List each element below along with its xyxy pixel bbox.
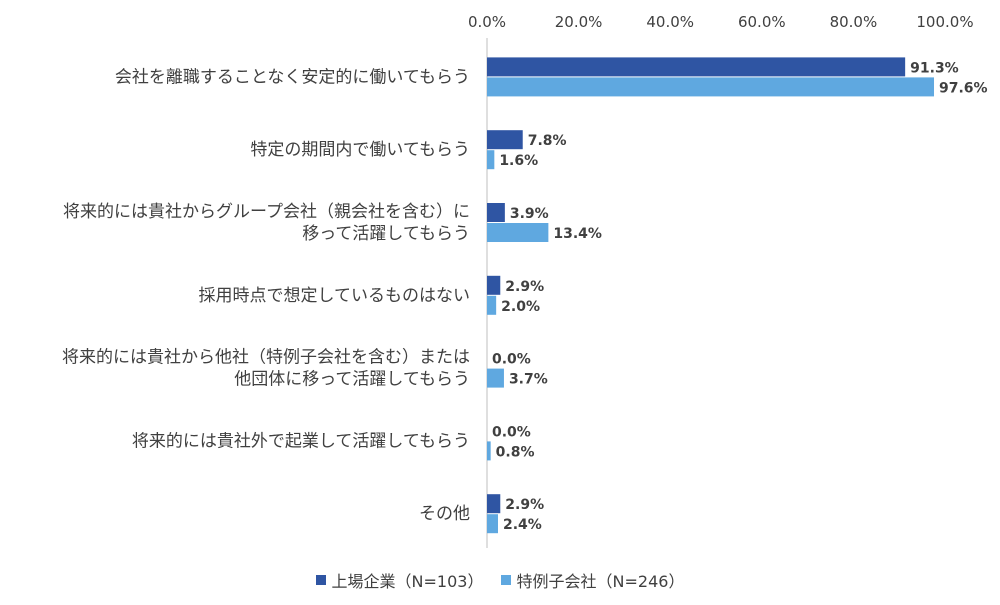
category-label: 会社を離職することなく安定的に働いてもらう xyxy=(115,67,470,87)
bar-special xyxy=(487,77,935,97)
legend-swatch-listed xyxy=(315,575,326,585)
bar-chart: 0.0% 20.0% 40.0% 60.0% 80.0% 100.0% 会社を離職することな… xyxy=(62,13,988,548)
bar-special xyxy=(487,223,549,242)
bar-listed xyxy=(487,275,501,295)
legend-item-special: 特例子会社（N=246） xyxy=(500,568,685,592)
legend: 上場企業（N=103） 特例子会社（N=246） xyxy=(0,568,1000,592)
x-tick-label: 80.0% xyxy=(830,13,878,31)
bar-listed xyxy=(487,57,906,77)
category-label: 他団体に移って活躍してもらう xyxy=(234,370,470,390)
legend-label-listed: 上場企業（N=103） xyxy=(331,572,484,591)
bar-special xyxy=(487,368,504,388)
bar-listed xyxy=(487,203,505,222)
data-label-special: 0.8% xyxy=(496,444,535,460)
data-label-listed: 7.8% xyxy=(528,133,567,149)
data-label-special: 3.7% xyxy=(509,372,548,388)
category-label: 特定の期間内で働いてもらう xyxy=(250,140,470,160)
data-label-listed: 0.0% xyxy=(492,424,531,440)
bar-listed xyxy=(487,494,501,514)
bar-special xyxy=(487,514,498,534)
legend-item-listed: 上場企業（N=103） xyxy=(315,568,484,592)
category-label: 将来的には貴社からグループ会社（親会社を含む）に xyxy=(63,202,470,222)
category-label: 将来的には貴社から他社（特例子会社を含む）または xyxy=(62,348,470,368)
x-tick-label: 40.0% xyxy=(646,13,694,31)
data-label-special: 1.6% xyxy=(499,153,538,169)
x-tick-label: 0.0% xyxy=(468,13,506,31)
category-label: その他 xyxy=(419,504,470,524)
x-tick-label: 20.0% xyxy=(555,13,603,31)
bar-special xyxy=(487,150,495,170)
data-label-special: 13.4% xyxy=(553,226,602,242)
category-label: 採用時点で想定しているものはない xyxy=(199,286,471,306)
x-tick-label: 100.0% xyxy=(916,13,973,31)
x-tick-label: 60.0% xyxy=(738,13,786,31)
data-label-special: 97.6% xyxy=(939,80,988,96)
bar-special xyxy=(487,295,497,315)
bar-listed xyxy=(487,130,523,150)
legend-label-special: 特例子会社（N=246） xyxy=(516,572,685,591)
bar-special xyxy=(487,441,491,461)
category-label: 移って活躍してもらう xyxy=(302,224,470,244)
data-label-special: 2.4% xyxy=(503,517,542,533)
data-label-listed: 0.0% xyxy=(492,352,531,368)
data-label-special: 2.0% xyxy=(501,299,540,315)
data-label-listed: 91.3% xyxy=(910,60,959,76)
data-label-listed: 2.9% xyxy=(505,497,544,513)
data-label-listed: 2.9% xyxy=(505,279,544,295)
data-label-listed: 3.9% xyxy=(510,206,549,222)
legend-swatch-special xyxy=(500,575,511,585)
category-label: 将来的には貴社外で起業して活躍してもらう xyxy=(132,431,470,451)
